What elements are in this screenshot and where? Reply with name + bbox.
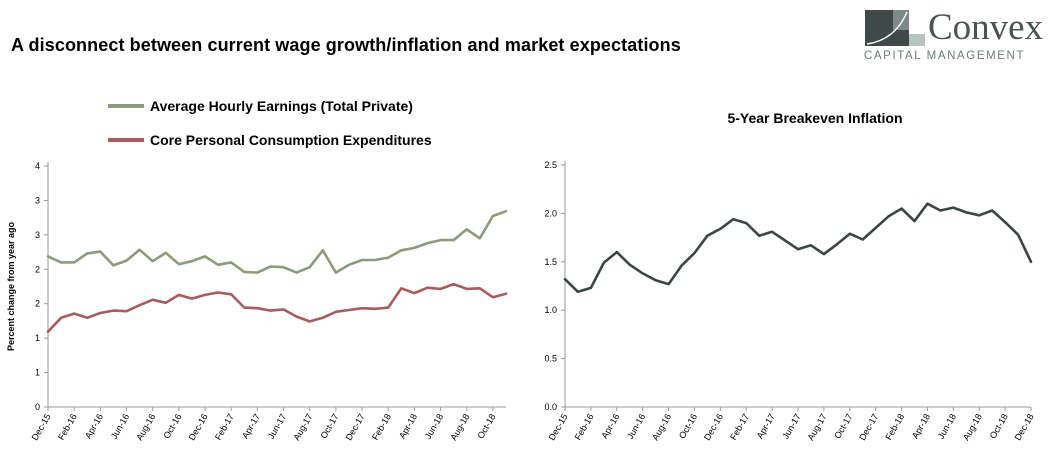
x-tick-label: Aug-17 (805, 412, 828, 442)
x-tick-label: Apr-17 (755, 412, 777, 440)
y-tick-label: 2 (35, 299, 40, 309)
y-tick-label: 0 (35, 402, 40, 412)
y-tick-label: 0.0 (544, 402, 557, 412)
y-axis-title: Percent change from year ago (6, 221, 16, 351)
y-tick-label: 1 (35, 368, 40, 378)
breakeven-chart-title: 5-Year Breakeven Inflation (727, 110, 903, 126)
y-tick-label: 4 (35, 161, 40, 171)
y-tick-label: 0.5 (544, 354, 557, 364)
x-tick-label: Feb-17 (728, 412, 751, 442)
x-tick-label: Oct-18 (988, 412, 1010, 440)
y-tick-label: 1 (35, 333, 40, 343)
legend-label-pce: Core Personal Consumption Expenditures (150, 132, 432, 148)
legend-swatch-pce (108, 138, 144, 142)
x-tick-label: Dec-18 (1013, 412, 1036, 442)
x-tick-label: Jun-16 (625, 412, 647, 441)
company-logo: Convex CAPITAL MANAGEMENT (860, 6, 1048, 66)
y-tick-label: 1.0 (544, 305, 557, 315)
pce-series-line (46, 282, 508, 334)
x-tick-label: Feb-16 (573, 412, 596, 442)
x-tick-label: Jun-18 (936, 412, 958, 441)
breakeven-series-line (563, 202, 1033, 294)
y-tick-label: 2 (35, 264, 40, 274)
x-tick-label: Feb-18 (883, 412, 906, 442)
y-tick-label: 2.0 (544, 208, 557, 218)
x-tick-label: Dec-15 (547, 412, 570, 442)
page-title: A disconnect between current wage growth… (11, 35, 681, 55)
logo-subtitle: CAPITAL MANAGEMENT (864, 50, 1026, 62)
logo-name: Convex (928, 7, 1044, 48)
x-tick-label: Jun-17 (780, 412, 802, 441)
logo-mark-icon (865, 10, 925, 46)
y-tick-label: 2.5 (544, 160, 557, 170)
x-tick-label: Oct-16 (677, 412, 699, 440)
legend-swatch-earnings (108, 104, 144, 108)
y-tick-label: 3 (35, 195, 40, 205)
x-tick-label: Apr-18 (910, 412, 932, 440)
x-tick-label: Dec-17 (857, 412, 880, 442)
x-tick-label: Aug-16 (650, 412, 673, 442)
legend-label-earnings: Average Hourly Earnings (Total Private) (150, 98, 413, 114)
y-tick-label: 3 (35, 230, 40, 240)
x-tick-label: Apr-16 (599, 412, 621, 440)
y-tick-label: 1.5 (544, 257, 557, 267)
x-tick-label: Aug-18 (961, 412, 984, 442)
earnings-series-line (46, 209, 508, 274)
x-tick-label: Oct-17 (832, 412, 854, 440)
x-tick-label: Dec-16 (702, 412, 725, 442)
